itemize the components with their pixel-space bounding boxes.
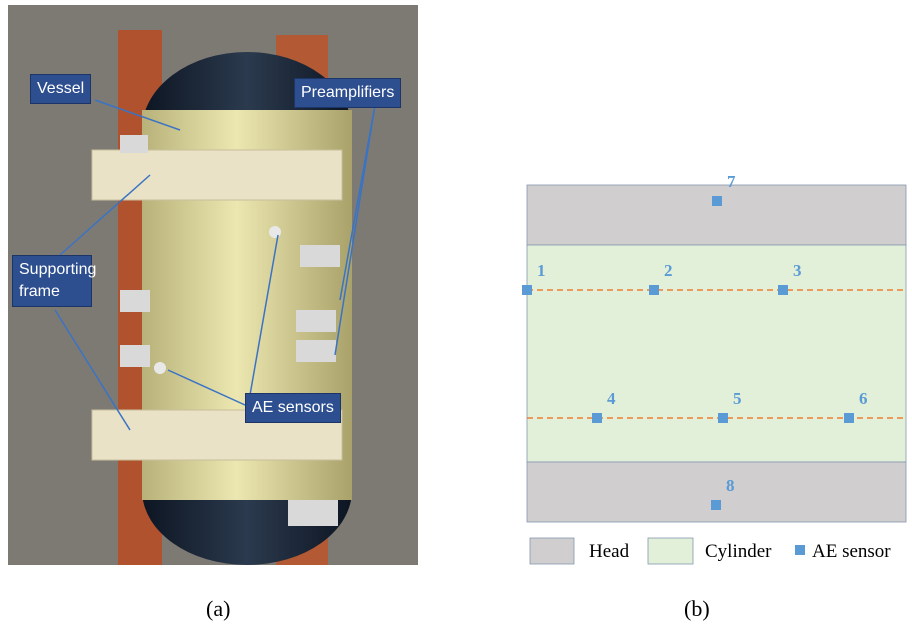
- sensor-label: 3: [793, 261, 802, 280]
- ae-sensor: [778, 285, 788, 295]
- ae-sensor: [522, 285, 532, 295]
- callout: Supporting frame: [12, 255, 92, 307]
- callout: AE sensors: [245, 393, 341, 423]
- sensor-label: 4: [607, 389, 616, 408]
- sensor-label: 8: [726, 476, 735, 495]
- ae-sensor: [592, 413, 602, 423]
- ae-sensor: [711, 500, 721, 510]
- ae-sensor: [844, 413, 854, 423]
- sensor-label: 6: [859, 389, 868, 408]
- callout: Preamplifiers: [294, 78, 401, 108]
- caption: (a): [206, 596, 230, 622]
- legend-label: Cylinder: [705, 541, 772, 562]
- sensor-label: 1: [537, 261, 546, 280]
- legend-label: Head: [589, 541, 630, 562]
- figure: 1 2 3 4 5 6 7 8 Head Cylinder AE sensor Vessel Prea…: [0, 0, 912, 630]
- callout: Vessel: [30, 74, 91, 104]
- legend-label: AE sensor: [812, 541, 891, 562]
- ae-sensor: [712, 196, 722, 206]
- ae-sensor: [718, 413, 728, 423]
- sensor-label: 2: [664, 261, 673, 280]
- figure-art: 1 2 3 4 5 6 7 8 Head Cylinder AE sensor: [0, 0, 912, 630]
- sensor-label: 5: [733, 389, 742, 408]
- sensor-label: 7: [727, 172, 736, 191]
- ae-sensor: [649, 285, 659, 295]
- caption: (b): [684, 596, 710, 622]
